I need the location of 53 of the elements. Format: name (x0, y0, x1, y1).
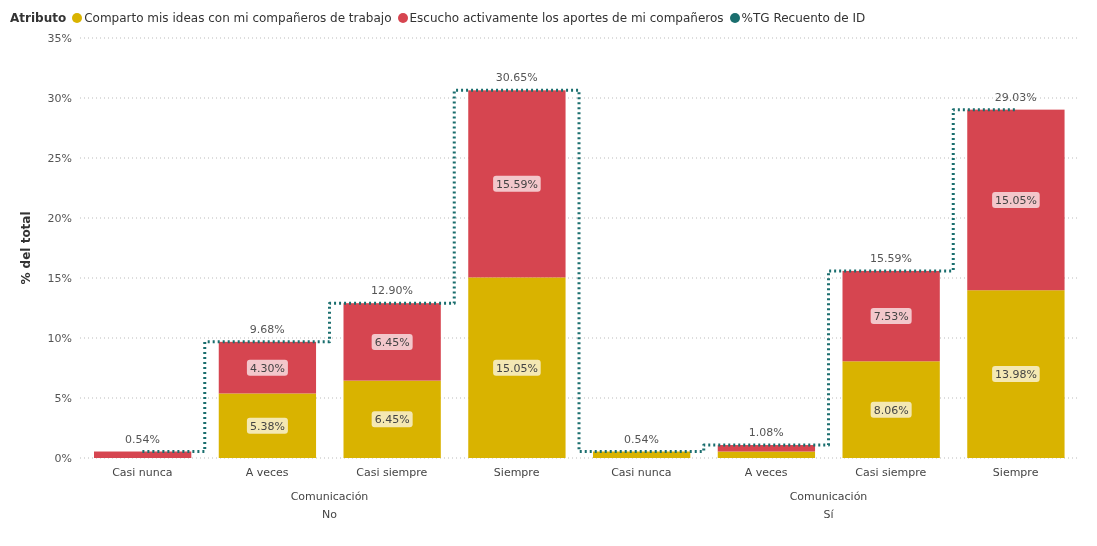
y-tick-label: 5% (54, 391, 72, 405)
bar (842, 270, 940, 362)
data-label: 6.45% (374, 335, 410, 349)
legend-label: Comparto mis ideas con mi compañeros de trabajo (83, 11, 392, 25)
y-tick-label: 10% (47, 331, 72, 345)
data-label: 5.38% (249, 419, 285, 433)
bar (343, 380, 441, 458)
bar (218, 393, 317, 458)
y-tick-label: 15% (47, 271, 72, 285)
y-tick-label: 0% (54, 451, 72, 465)
total-label: 9.68% (249, 322, 285, 336)
legend-label: Escucho activamente los aportes de mi compañeros (408, 11, 724, 25)
bar (468, 90, 566, 278)
bar (967, 109, 1065, 291)
total-label: 0.54% (623, 432, 659, 446)
legend-label: %TG Recuento de ID (740, 11, 866, 25)
total-label: 12.90% (370, 284, 413, 298)
total-label: 1.08% (748, 426, 784, 440)
bar (842, 361, 940, 458)
data-label: 8.06% (873, 403, 909, 417)
legend-title: Atributo (10, 11, 67, 25)
bar (717, 451, 816, 458)
x-tick-label: Siempre (992, 466, 1039, 479)
y-axis-title: % del total (19, 211, 34, 285)
x-tick-label: Casi nunca (611, 466, 672, 479)
bar (343, 303, 441, 381)
data-label: 13.98% (994, 368, 1037, 382)
data-label: 4.30% (249, 361, 285, 375)
x-tick-label: Siempre (493, 466, 540, 479)
bar (468, 277, 566, 458)
x-tick-label: Casi siempre (855, 466, 927, 479)
y-tick-label: 25% (47, 151, 72, 165)
y-tick-label: 20% (47, 211, 72, 225)
data-label: 15.59% (495, 177, 538, 191)
data-label: 15.05% (994, 193, 1037, 207)
x-tick-label: Casi siempre (356, 466, 428, 479)
text: No (321, 508, 338, 522)
total-label: 30.65% (495, 71, 538, 85)
x-tick-label: A veces (245, 466, 289, 479)
bar (967, 290, 1065, 458)
x-tick-label: A veces (744, 466, 788, 479)
text: Comunicación (788, 490, 869, 504)
data-label: 15.05% (495, 361, 538, 375)
data-label: 6.45% (374, 413, 410, 427)
y-tick-label: 30% (47, 91, 72, 105)
total-label: 29.03% (994, 90, 1037, 104)
text: Sí (822, 508, 835, 522)
data-label: 7.53% (873, 310, 909, 324)
text: Comunicación (289, 490, 370, 504)
x-tick-label: Casi nunca (112, 466, 173, 479)
y-tick-label: 35% (47, 31, 72, 45)
total-label: 0.54% (124, 432, 160, 446)
total-label: 15.59% (869, 251, 912, 265)
